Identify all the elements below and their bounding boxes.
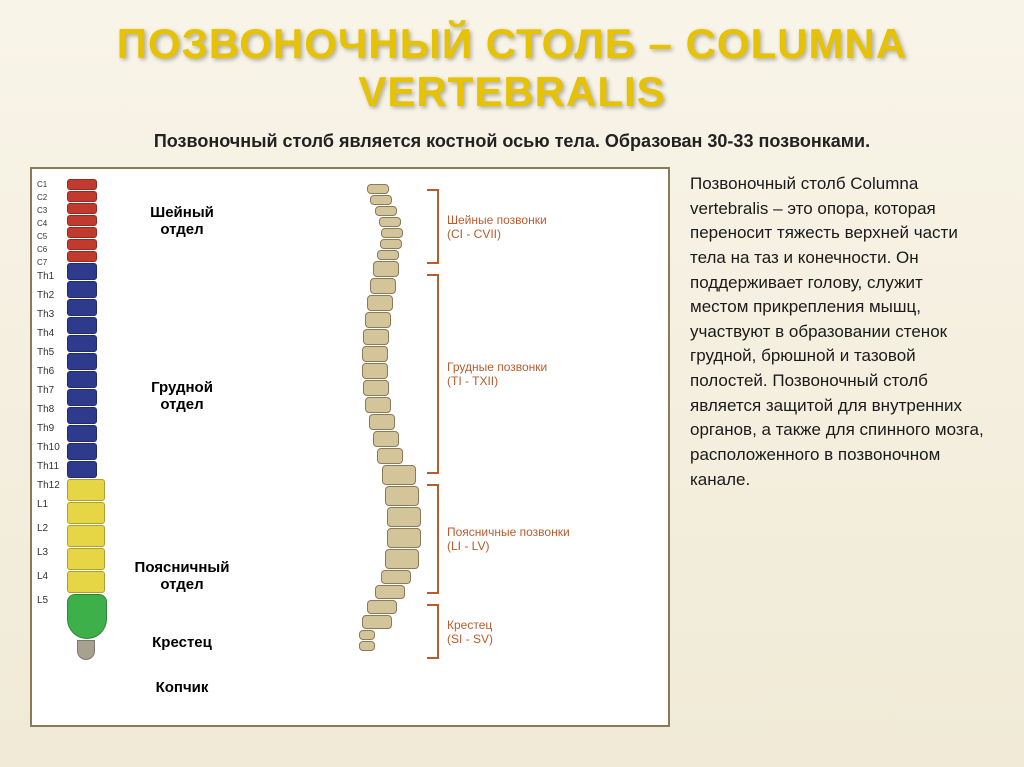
description-text: Позвоночный столб Columna vertebralis – … [680,167,994,727]
section-label: Крестец [127,634,237,651]
spine-diagram: C1C2C3C4C5C6C7Th1Th2Th3Th4Th5Th6Th7Th8Th… [30,167,670,727]
content-area: C1C2C3C4C5C6C7Th1Th2Th3Th4Th5Th6Th7Th8Th… [0,167,1024,727]
colored-spine-panel: C1C2C3C4C5C6C7Th1Th2Th3Th4Th5Th6Th7Th8Th… [32,169,312,725]
section-label: Поясничныйотдел [127,559,237,593]
colored-spine-column [67,179,107,661]
section-label: Копчик [127,679,237,696]
lateral-spine-column [342,184,421,652]
section-label: Шейныйотдел [127,204,237,238]
main-title: ПОЗВОНОЧНЫЙ СТОЛБ – COLUMNA VERTEBRALIS [0,0,1024,126]
section-label: Груднойотдел [127,379,237,413]
region-label: Грудные позвонки(TI - TXII) [447,360,547,389]
subtitle: Позвоночный столб является костной осью … [0,126,1024,167]
region-label: Поясничные позвонки(LI - LV) [447,525,570,554]
region-label: Шейные позвонки(CI - CVII) [447,213,547,242]
region-label: Крестец(SI - SV) [447,618,493,647]
lateral-spine-panel: Шейные позвонки(CI - CVII) Грудные позвон… [312,169,668,725]
